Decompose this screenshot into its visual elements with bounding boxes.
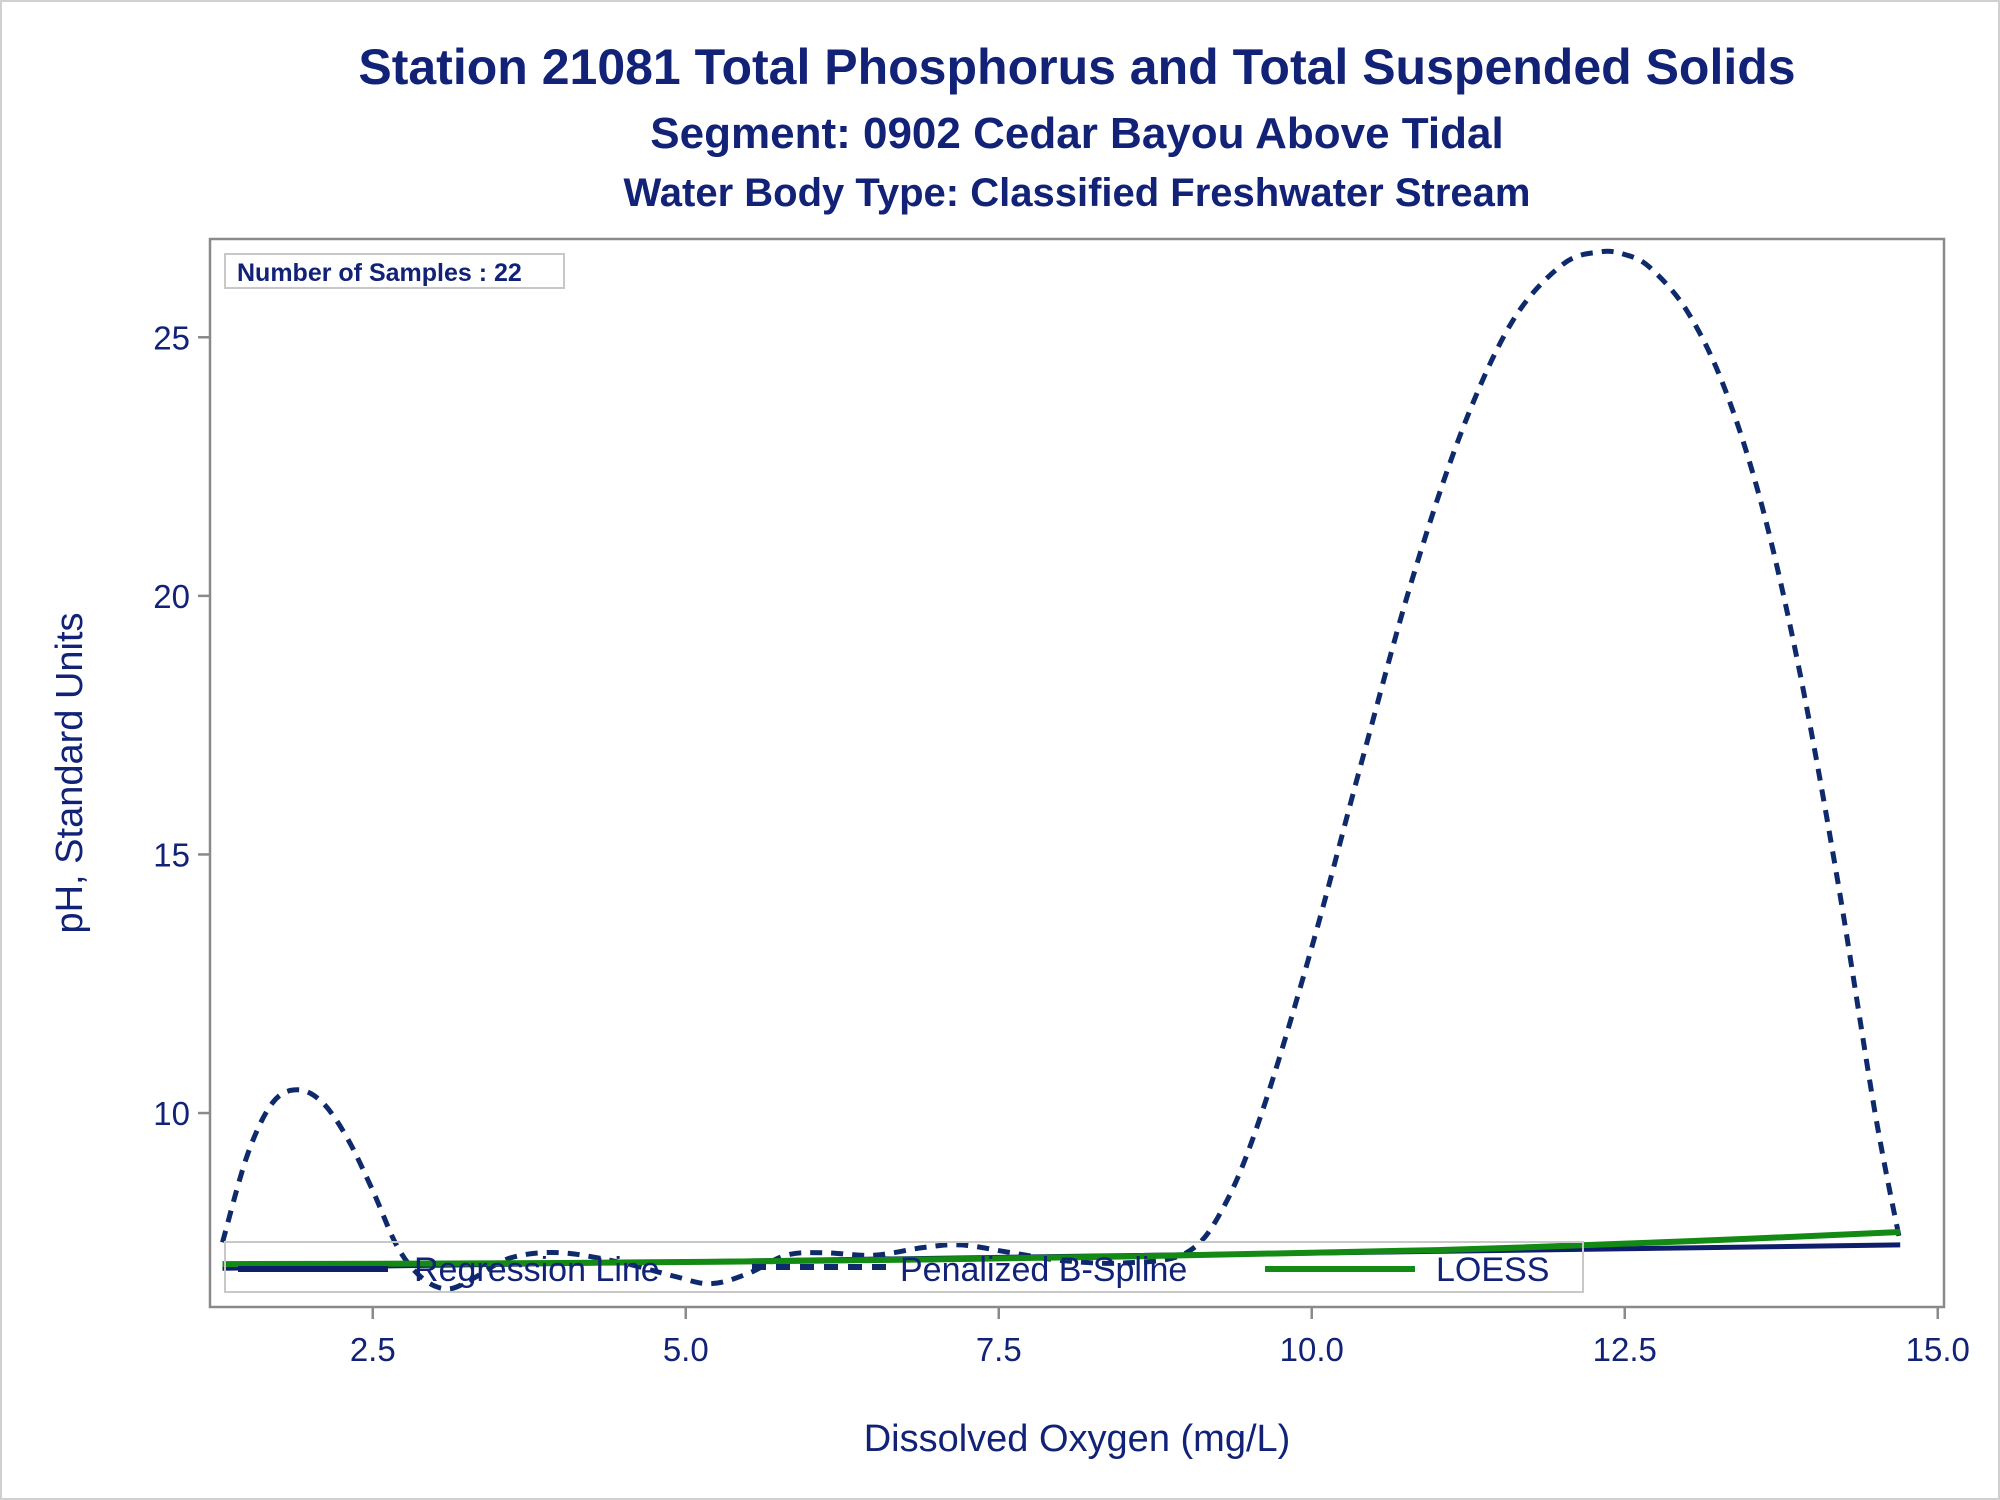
chart-title: Station 21081 Total Phosphorus and Total… (358, 39, 1795, 95)
sample-count-border (224, 253, 565, 289)
plot-area (208, 237, 1946, 1309)
y-axis-title: pH, Standard Units (49, 612, 91, 933)
y-tick-label: 15 (153, 836, 190, 873)
x-tick-label: 10.0 (1280, 1331, 1344, 1368)
y-tick-label: 25 (153, 319, 190, 356)
chart-subtitle: Segment: 0902 Cedar Bayou Above Tidal (650, 109, 1503, 158)
chart-subtitle-2: Water Body Type: Classified Freshwater S… (624, 171, 1531, 215)
x-tick-label: 7.5 (976, 1331, 1022, 1368)
penalized-b-spline-line (220, 248, 1903, 1292)
x-axis: 2.5 5.0 7.5 10.0 12.5 15.0 (350, 1307, 1970, 1368)
legend-label-loess: LOESS (1436, 1251, 1549, 1289)
x-tick-label: 2.5 (350, 1331, 396, 1368)
series-layer (220, 248, 1903, 1292)
x-axis-title: Dissolved Oxygen (mg/L) (864, 1418, 1291, 1460)
legend-border (224, 1241, 1584, 1293)
loess-line (222, 1229, 1901, 1268)
legend: Regression Line Penalized B-Spline LOESS (224, 1241, 1584, 1293)
x-tick-label: 15.0 (1906, 1331, 1970, 1368)
sample-count-box: Number of Samples : 22 (224, 253, 565, 289)
x-tick-label: 5.0 (663, 1331, 709, 1368)
y-axis: 10 15 20 25 (153, 319, 210, 1132)
y-tick-label: 10 (153, 1095, 190, 1132)
x-tick-label: 12.5 (1593, 1331, 1657, 1368)
sample-count-text: Number of Samples : 22 (237, 259, 522, 287)
legend-label-spline: Penalized B-Spline (900, 1251, 1187, 1289)
y-tick-label: 20 (153, 578, 190, 615)
legend-label-regression: Regression Line (414, 1251, 660, 1289)
